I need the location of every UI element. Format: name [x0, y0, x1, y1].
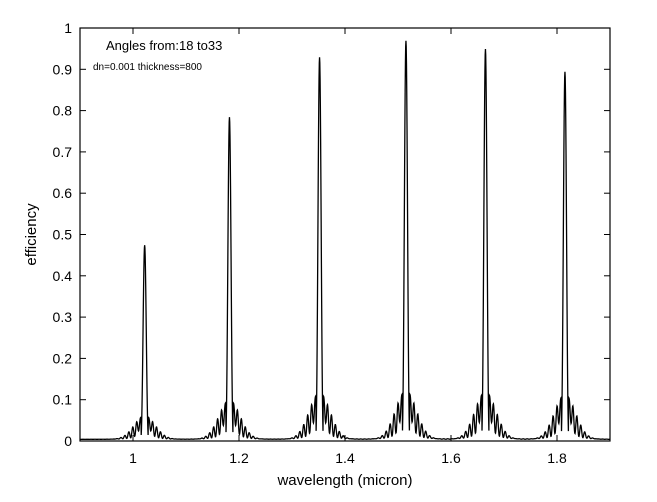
annotation-dn-thickness: dn=0.001 thickness=800 [93, 62, 202, 73]
y-tick-label: 0.3 [53, 309, 73, 325]
x-tick-label: 1.4 [335, 450, 355, 466]
x-axis-ticks: 1 1.2 1.4 1.6 1.8 [129, 28, 567, 466]
y-tick-label: 0.5 [53, 227, 73, 243]
y-tick-label: 0.6 [53, 185, 73, 201]
x-tick-label: 1.8 [547, 450, 567, 466]
x-tick-label: 1 [129, 450, 137, 466]
x-axis-label: wavelength (micron) [276, 472, 412, 489]
plot-area-frame [79, 27, 611, 442]
y-axis-label: efficiency [23, 203, 40, 266]
y-tick-label: 0.1 [53, 392, 73, 408]
y-tick-label: 0.7 [53, 144, 73, 160]
y-tick-label: 0.2 [53, 350, 73, 366]
y-tick-label: 0.8 [53, 103, 73, 119]
y-tick-label: 0.4 [53, 268, 73, 284]
series-group [80, 40, 611, 440]
x-tick-label: 1.2 [229, 450, 249, 466]
y-tick-label: 1 [64, 20, 72, 36]
y-tick-label: 0.9 [53, 61, 73, 77]
y-tick-label: 0 [64, 433, 72, 449]
x-tick-label: 1.6 [441, 450, 461, 466]
y-axis-ticks: 0 0.1 0.2 0.3 0.4 0.5 0.6 0.7 0.8 0.9 1 [53, 20, 610, 449]
annotation-angles: Angles from:18 to33 [106, 38, 222, 53]
efficiency-series-line [80, 40, 611, 440]
